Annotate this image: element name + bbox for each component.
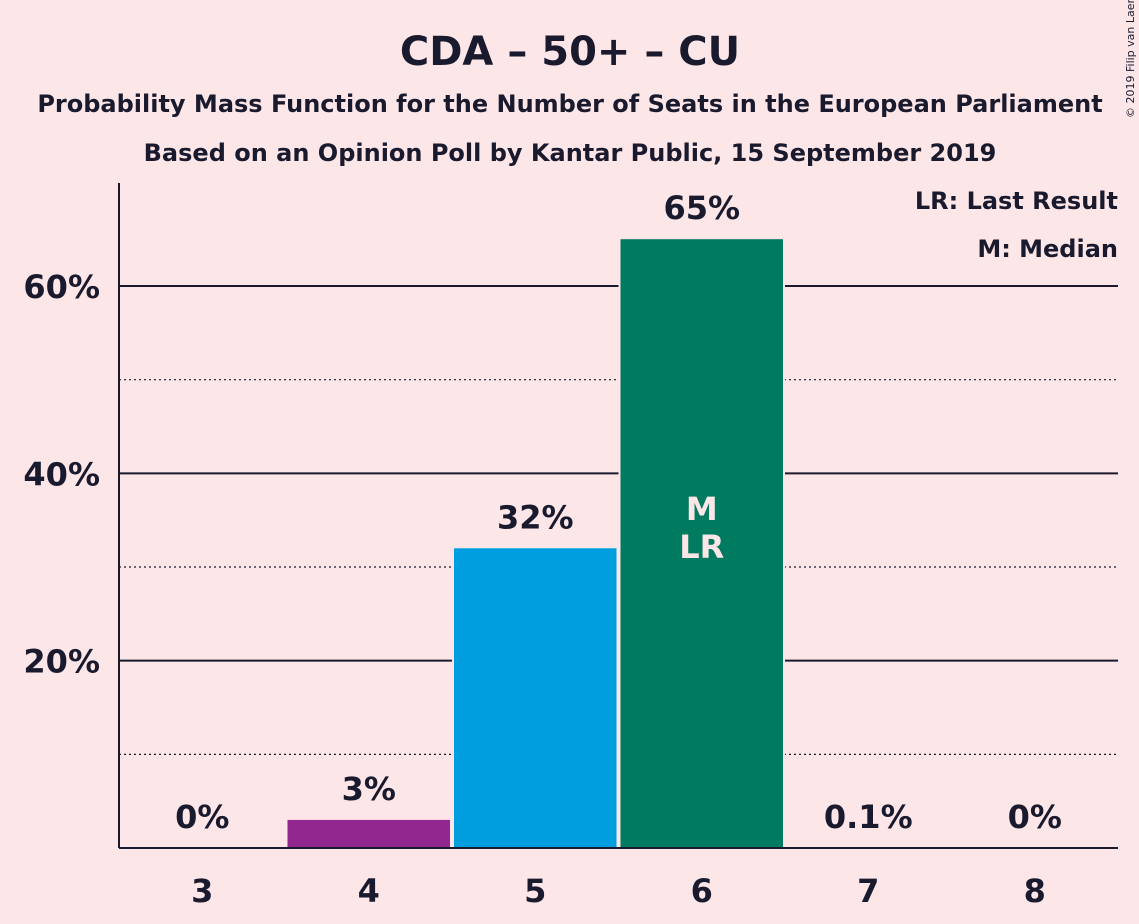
bar-annotation-m: M (686, 490, 718, 528)
x-tick-label-5: 5 (524, 872, 546, 910)
x-tick-label-3: 3 (191, 872, 213, 910)
bars (285, 237, 785, 848)
data-label-4: 3% (342, 770, 396, 808)
bar-6 (620, 239, 783, 848)
data-label-6: 65% (663, 189, 740, 227)
chart-title: CDA – 50+ – CU (400, 29, 740, 75)
data-label-5: 32% (497, 498, 574, 536)
x-tick-label-8: 8 (1024, 872, 1046, 910)
x-tick-label-4: 4 (358, 872, 380, 910)
y-tick-label: 20% (23, 643, 100, 681)
x-tick-label-7: 7 (857, 872, 879, 910)
data-labels: 0% 3% 32% 65% 0.1% 0% MLR (175, 189, 1062, 836)
y-tick-label: 60% (23, 268, 100, 306)
y-tick-label: 40% (23, 455, 100, 493)
legend-last-result: LR: Last Result (915, 187, 1118, 215)
bar-5 (454, 548, 617, 848)
bar-annotation-lr: LR (679, 528, 724, 566)
chart-subtitle: Probability Mass Function for the Number… (37, 90, 1102, 118)
chart-subtitle-poll: Based on an Opinion Poll by Kantar Publi… (144, 139, 997, 167)
data-label-7: 0.1% (824, 798, 913, 836)
legend-median: M: Median (977, 235, 1118, 263)
axes: 20% 40% 60% 3 4 5 6 7 8 (23, 183, 1118, 910)
x-tick-label-6: 6 (691, 872, 713, 910)
bar-4 (287, 819, 450, 848)
data-label-8: 0% (1008, 798, 1062, 836)
credit-text: © 2019 Filip van Laenen (1124, 0, 1137, 118)
data-label-3: 0% (175, 798, 229, 836)
